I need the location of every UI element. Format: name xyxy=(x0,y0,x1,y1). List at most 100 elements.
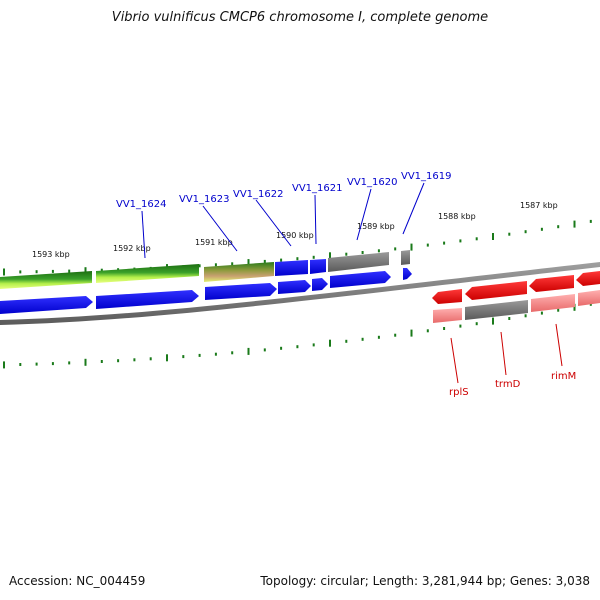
outer-major-tick xyxy=(84,267,87,275)
outer-minor-tick xyxy=(296,257,299,261)
outer-minor-tick xyxy=(263,259,266,263)
gene-pink-4[interactable] xyxy=(578,290,600,306)
gene-label-rpls[interactable]: rplS xyxy=(449,387,469,398)
outer-minor-tick xyxy=(426,243,429,247)
gene-label-vv1-1619[interactable]: VV1_1619 xyxy=(401,171,452,182)
outer-minor-tick xyxy=(312,255,315,259)
gene-red-arrow-4[interactable] xyxy=(576,271,600,286)
gene-green-1[interactable] xyxy=(0,271,92,289)
accession-text: Accession: NC_004459 xyxy=(9,574,146,588)
reverse-strand-row-2 xyxy=(433,290,600,323)
inner-major-tick xyxy=(166,354,168,362)
inner-minor-tick xyxy=(100,360,103,363)
inner-major-tick xyxy=(3,361,5,369)
leader-trmd xyxy=(500,331,507,376)
inner-minor-tick xyxy=(198,353,201,357)
outer-minor-tick xyxy=(361,251,364,254)
gene-blue-4[interactable] xyxy=(275,260,308,276)
inner-major-tick xyxy=(247,347,250,355)
genome-summary-text: Topology: circular; Length: 3,281,944 bp… xyxy=(260,574,590,588)
gene-red-arrow-1[interactable] xyxy=(432,289,462,304)
gene-label-vv1-1621[interactable]: VV1_1621 xyxy=(292,183,343,194)
gene-blue-arrow-3[interactable] xyxy=(205,283,277,300)
outer-minor-tick xyxy=(19,270,22,274)
gene-label-trmd[interactable]: trmD xyxy=(495,379,521,390)
gene-label-vv1-1624[interactable]: VV1_1624 xyxy=(116,199,167,210)
tick-labels: 1593 kbp 1592 kbp 1591 kbp 1590 kbp 1589… xyxy=(32,201,558,259)
inner-minor-tick xyxy=(68,361,71,365)
gene-blue-5[interactable] xyxy=(310,259,326,274)
bottom-label-leaders xyxy=(450,323,563,384)
inner-minor-tick xyxy=(35,362,38,366)
inner-minor-tick xyxy=(589,302,592,306)
outer-minor-tick xyxy=(280,258,283,262)
outer-minor-tick xyxy=(345,252,348,256)
gene-pink-1[interactable] xyxy=(433,308,462,323)
tick-label-1592: 1592 kbp xyxy=(113,244,151,253)
leader-vv1-1623 xyxy=(202,205,238,252)
leader-vv1-1622 xyxy=(255,199,292,247)
outer-minor-tick xyxy=(377,249,380,253)
outer-minor-tick xyxy=(198,264,201,268)
gene-gray-6[interactable] xyxy=(328,252,389,272)
outer-major-tick xyxy=(329,252,331,260)
inner-minor-tick xyxy=(524,314,527,318)
gene-red-arrow-3[interactable] xyxy=(529,275,574,292)
outer-minor-tick xyxy=(51,269,54,273)
leader-vv1-1619 xyxy=(402,182,425,235)
outer-minor-tick xyxy=(35,270,38,274)
gene-label-vv1-1622[interactable]: VV1_1622 xyxy=(233,189,284,200)
top-label-leaders xyxy=(141,182,425,259)
outer-minor-tick xyxy=(557,225,560,229)
gene-label-vv1-1620[interactable]: VV1_1620 xyxy=(347,177,398,188)
gene-label-rimm[interactable]: rimM xyxy=(551,371,576,382)
gene-blue-arrow-2[interactable] xyxy=(96,290,199,309)
inner-minor-tick xyxy=(377,335,380,339)
inner-minor-tick xyxy=(51,362,54,366)
gene-mixed-3[interactable] xyxy=(204,262,274,282)
inner-minor-tick xyxy=(426,329,429,333)
inner-tick-row xyxy=(3,302,592,369)
inner-minor-tick xyxy=(296,345,299,349)
gene-blue-arrow-6[interactable] xyxy=(330,271,391,288)
outer-minor-tick xyxy=(459,239,462,243)
gene-gray-7[interactable] xyxy=(401,250,410,265)
outer-minor-tick xyxy=(508,232,511,236)
forward-strand-row-1 xyxy=(0,250,410,289)
inner-major-tick xyxy=(492,317,494,325)
gene-green-2[interactable] xyxy=(96,264,199,283)
gene-blue-arrow-1[interactable] xyxy=(0,296,93,314)
inner-minor-tick xyxy=(459,324,462,328)
inner-minor-tick xyxy=(475,322,478,326)
outer-minor-tick xyxy=(443,241,446,245)
inner-minor-tick xyxy=(557,308,560,312)
inner-major-tick xyxy=(84,358,87,366)
outer-minor-tick xyxy=(589,219,592,223)
outer-minor-tick xyxy=(100,268,103,272)
outer-major-tick xyxy=(573,220,576,228)
leader-rpls xyxy=(450,337,459,384)
outer-minor-tick xyxy=(394,247,397,251)
gene-label-vv1-1623[interactable]: VV1_1623 xyxy=(179,194,230,205)
outer-minor-tick xyxy=(68,269,71,273)
gene-gray-rev-2[interactable] xyxy=(465,300,528,320)
inner-minor-tick xyxy=(263,348,266,352)
inner-minor-tick xyxy=(312,343,315,347)
outer-minor-tick xyxy=(475,237,478,241)
reverse-strand-row-1 xyxy=(432,271,600,304)
inner-minor-tick xyxy=(394,333,397,337)
inner-minor-tick xyxy=(214,352,217,356)
tick-label-1591: 1591 kbp xyxy=(195,238,233,247)
inner-minor-tick xyxy=(19,363,22,366)
gene-blue-arrow-4[interactable] xyxy=(278,280,311,294)
gene-blue-arrow-7[interactable] xyxy=(403,268,412,280)
gene-pink-3[interactable] xyxy=(531,294,575,312)
gene-red-arrow-2[interactable] xyxy=(465,281,527,300)
inner-minor-tick xyxy=(443,327,446,330)
inner-minor-tick xyxy=(149,357,152,361)
gene-blue-arrow-5[interactable] xyxy=(312,278,328,291)
tick-label-1588: 1588 kbp xyxy=(438,212,476,221)
inner-major-tick xyxy=(329,339,331,347)
